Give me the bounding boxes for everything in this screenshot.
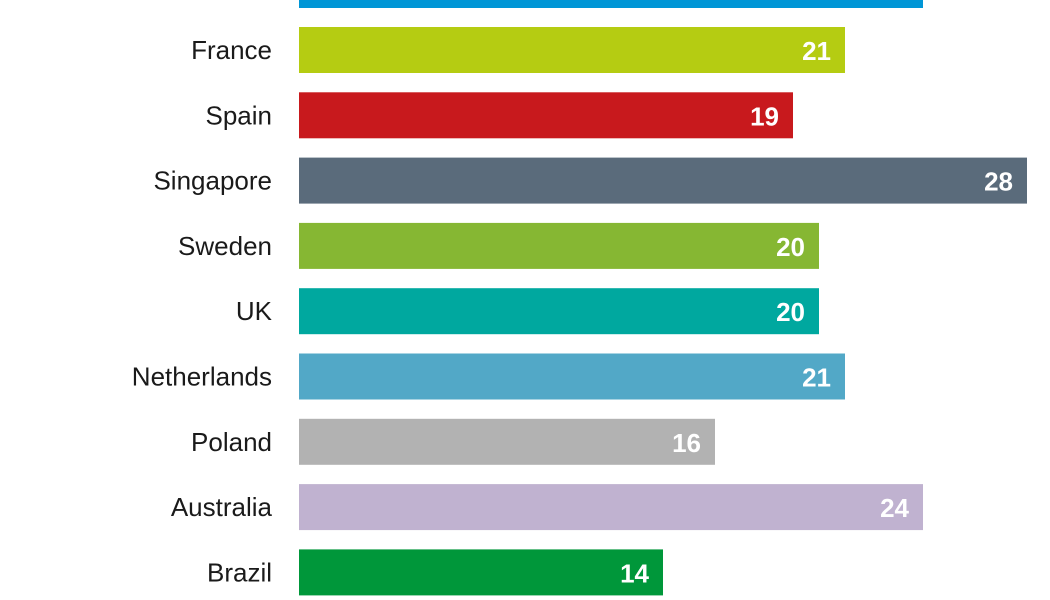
value-label-poland: 16 bbox=[672, 428, 701, 458]
bar-netherlands bbox=[299, 353, 845, 400]
category-label-singapore: Singapore bbox=[153, 166, 272, 196]
bar-australia bbox=[299, 484, 923, 531]
value-label-sweden: 20 bbox=[776, 232, 805, 262]
category-label-poland: Poland bbox=[191, 427, 272, 457]
bar-uk bbox=[299, 288, 819, 335]
category-label-australia: Australia bbox=[171, 492, 273, 522]
value-label-netherlands: 21 bbox=[802, 363, 831, 393]
bar-france bbox=[299, 27, 845, 73]
bar-partial-top bbox=[299, 0, 923, 8]
bar-poland bbox=[299, 418, 715, 465]
category-label-france: France bbox=[191, 35, 272, 65]
category-label-brazil: Brazil bbox=[207, 557, 272, 587]
value-label-uk: 20 bbox=[776, 297, 805, 327]
value-label-spain: 19 bbox=[750, 101, 779, 131]
category-label-uk: UK bbox=[236, 296, 273, 326]
value-label-france: 21 bbox=[802, 36, 831, 66]
bar-brazil bbox=[299, 549, 663, 596]
value-label-australia: 24 bbox=[880, 493, 909, 523]
bar-spain bbox=[299, 92, 793, 139]
bar-singapore bbox=[299, 157, 1027, 204]
bar-sweden bbox=[299, 222, 819, 269]
category-label-netherlands: Netherlands bbox=[132, 362, 272, 392]
category-label-sweden: Sweden bbox=[178, 231, 272, 261]
value-label-singapore: 28 bbox=[984, 167, 1013, 197]
category-label-spain: Spain bbox=[206, 100, 273, 130]
value-label-brazil: 14 bbox=[620, 558, 649, 588]
